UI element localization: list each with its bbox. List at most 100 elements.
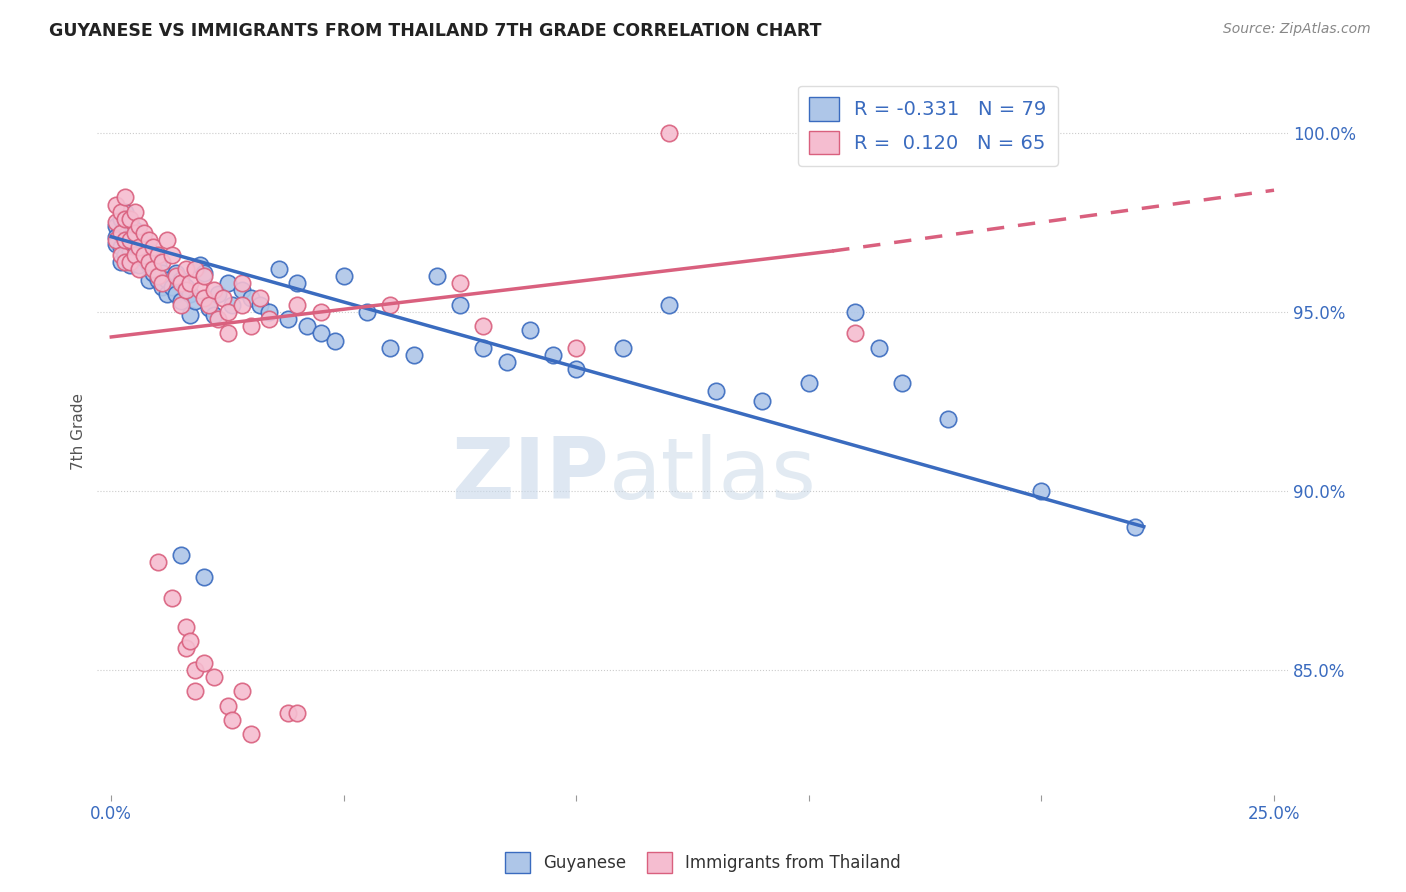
Point <box>128 244 150 258</box>
Point <box>132 251 155 265</box>
Point <box>868 341 890 355</box>
Point <box>239 291 262 305</box>
Point <box>142 266 165 280</box>
Point <box>259 312 281 326</box>
Point <box>277 312 299 326</box>
Point <box>110 254 132 268</box>
Point <box>128 258 150 272</box>
Point <box>170 273 193 287</box>
Point <box>170 294 193 309</box>
Point <box>202 284 225 298</box>
Point <box>267 262 290 277</box>
Point <box>207 287 229 301</box>
Point <box>184 262 207 277</box>
Point <box>165 266 187 280</box>
Point <box>110 247 132 261</box>
Point <box>138 233 160 247</box>
Point <box>132 226 155 240</box>
Point <box>160 247 183 261</box>
Point <box>202 309 225 323</box>
Point <box>891 376 914 391</box>
Text: ZIP: ZIP <box>451 434 609 516</box>
Point <box>938 412 960 426</box>
Point <box>138 258 160 272</box>
Point <box>217 277 239 291</box>
Point <box>844 305 866 319</box>
Point <box>124 226 146 240</box>
Point <box>285 706 308 720</box>
Point <box>142 262 165 277</box>
Point <box>118 254 141 268</box>
Point <box>231 684 253 698</box>
Point <box>114 233 136 247</box>
Point <box>118 211 141 226</box>
Point <box>110 211 132 226</box>
Point <box>184 294 207 309</box>
Point <box>184 684 207 698</box>
Point <box>704 384 727 398</box>
Point <box>124 222 146 236</box>
Point <box>612 341 634 355</box>
Point <box>156 233 179 247</box>
Point <box>309 305 332 319</box>
Point <box>104 215 127 229</box>
Point <box>118 233 141 247</box>
Point <box>472 319 495 334</box>
Point <box>658 298 681 312</box>
Point <box>449 277 471 291</box>
Point <box>104 219 127 233</box>
Point <box>202 670 225 684</box>
Point <box>170 277 193 291</box>
Point <box>193 570 215 584</box>
Legend: R = -0.331   N = 79, R =  0.120   N = 65: R = -0.331 N = 79, R = 0.120 N = 65 <box>797 86 1057 166</box>
Point <box>174 262 197 277</box>
Point <box>128 229 150 244</box>
Point <box>110 240 132 254</box>
Point <box>402 348 425 362</box>
Point <box>165 287 187 301</box>
Point <box>142 251 165 265</box>
Point <box>495 355 517 369</box>
Point <box>239 319 262 334</box>
Point <box>146 258 169 272</box>
Point <box>128 240 150 254</box>
Point <box>198 301 221 316</box>
Point <box>138 254 160 268</box>
Point <box>170 298 193 312</box>
Legend: Guyanese, Immigrants from Thailand: Guyanese, Immigrants from Thailand <box>499 846 907 880</box>
Point <box>198 298 221 312</box>
Point <box>110 226 132 240</box>
Point <box>193 266 215 280</box>
Point <box>207 312 229 326</box>
Point <box>118 244 141 258</box>
Point <box>179 634 201 648</box>
Point <box>188 258 211 272</box>
Text: GUYANESE VS IMMIGRANTS FROM THAILAND 7TH GRADE CORRELATION CHART: GUYANESE VS IMMIGRANTS FROM THAILAND 7TH… <box>49 22 821 40</box>
Point <box>541 348 564 362</box>
Point <box>193 656 215 670</box>
Point <box>114 204 136 219</box>
Point <box>751 394 773 409</box>
Point <box>156 273 179 287</box>
Point <box>380 341 402 355</box>
Point <box>124 236 146 251</box>
Point <box>217 698 239 713</box>
Point <box>124 204 146 219</box>
Point <box>426 269 449 284</box>
Point <box>259 305 281 319</box>
Point <box>565 341 588 355</box>
Point <box>156 287 179 301</box>
Point <box>333 269 356 284</box>
Point <box>114 190 136 204</box>
Point <box>277 706 299 720</box>
Point <box>797 376 820 391</box>
Point <box>146 269 169 284</box>
Text: Source: ZipAtlas.com: Source: ZipAtlas.com <box>1223 22 1371 37</box>
Point <box>124 251 146 265</box>
Point <box>309 326 332 341</box>
Point <box>146 556 169 570</box>
Point <box>165 269 187 284</box>
Point <box>152 280 174 294</box>
Point <box>110 226 132 240</box>
Point <box>138 273 160 287</box>
